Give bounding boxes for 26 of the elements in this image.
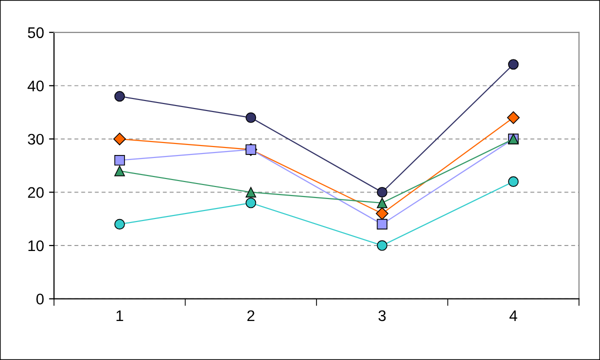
x-tick-label: 3 [378,310,386,322]
point [246,112,256,123]
x-tick-label: 1 [116,310,124,321]
point [114,166,125,176]
point [246,186,256,198]
point [376,240,388,251]
y-tick-label: 30 [28,134,44,145]
x-tick-label: 2 [247,310,254,321]
point [376,198,388,208]
y-tick-label: 20 [28,187,44,198]
point [508,176,519,187]
x-tick-label: 4 [509,310,518,321]
point [376,207,388,220]
y-tick-label: 40 [28,80,44,92]
point [507,111,520,124]
y-tick-label: 10 [28,240,44,252]
y-tick-label: 0 [36,294,44,304]
point [114,154,125,166]
point [376,186,388,198]
point [246,198,256,208]
point [376,218,388,230]
point [508,59,519,70]
point [114,91,125,102]
point [113,132,126,146]
y-tick-label: 50 [28,27,44,38]
point [114,218,125,230]
